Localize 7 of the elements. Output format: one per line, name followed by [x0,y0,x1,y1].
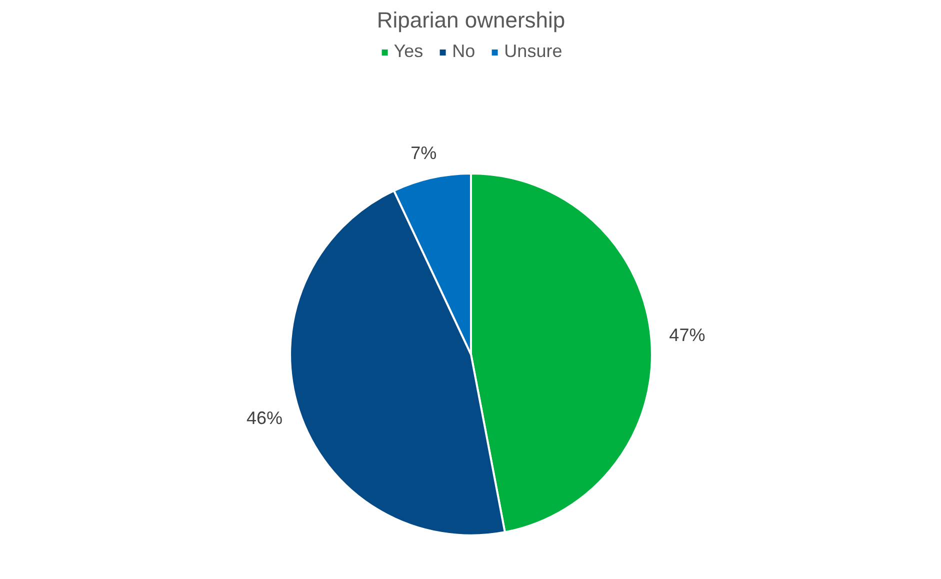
data-label: 47% [669,324,706,345]
legend-label: Unsure [504,41,562,62]
data-label: 46% [246,408,282,428]
legend-label: Yes [394,41,424,62]
legend-label: No [452,41,476,62]
chart-title: Riparian ownership [376,8,566,32]
data-label: 7% [410,143,437,164]
